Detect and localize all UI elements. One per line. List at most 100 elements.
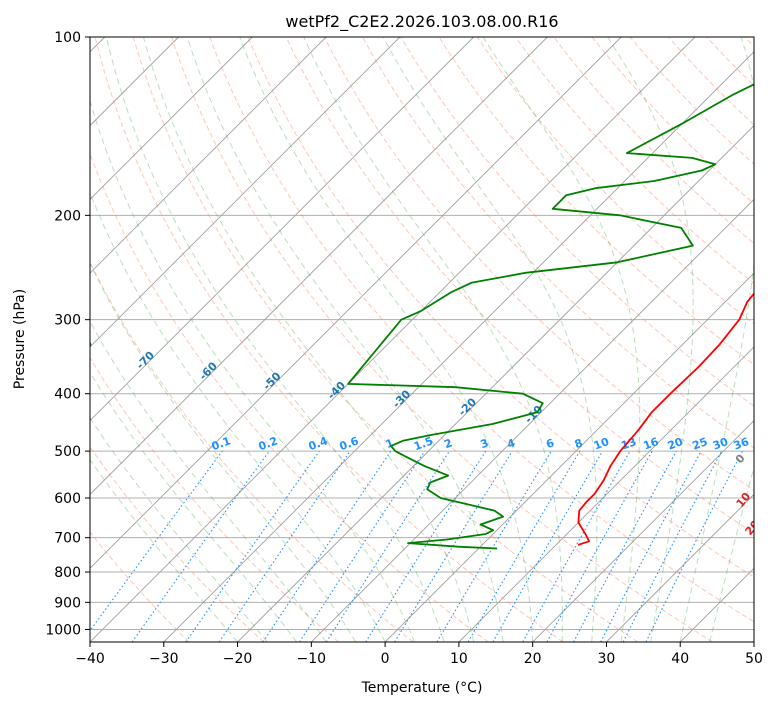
mixing-ratio-line-16 [546, 450, 653, 642]
moist-adiabat-8 [105, 37, 445, 642]
dry-adiabat--10 [90, 356, 339, 642]
y-tick-label: 500 [54, 444, 81, 460]
mixing-ratio-line-36 [645, 450, 743, 642]
x-tick-label: −10 [297, 651, 327, 667]
dry-adiabat-10 [90, 152, 489, 642]
x-tick-label: 0 [381, 651, 390, 667]
mixing-ratio-label: 4 [505, 436, 517, 451]
isotherm-20 [532, 420, 754, 642]
mixing-ratio-label: 13 [619, 435, 638, 452]
isotherm-10 [458, 346, 754, 642]
moist-adiabat-label: 30 [751, 546, 771, 566]
mixing-ratio-label: 8 [573, 436, 585, 451]
mixing-ratio-line-2 [325, 450, 450, 642]
mixing-ratio-line-0.1 [90, 450, 223, 632]
mixing-ratio-label: 20 [666, 435, 685, 453]
dry-adiabat--20 [90, 446, 265, 642]
moist-adiabat-4 [90, 99, 416, 642]
isotherm--20 [237, 124, 754, 642]
y-tick-label: 800 [54, 565, 81, 581]
isotherm-0 [384, 272, 754, 642]
temperature-profile [577, 292, 754, 546]
isotherm--60 [90, 37, 548, 496]
y-tick-label: 600 [54, 491, 81, 507]
mixing-ratio-label: 1 [384, 436, 396, 451]
mixing-ratio-label: 0.4 [307, 434, 330, 453]
moist-adiabat-label: 20 [743, 518, 763, 538]
x-tick-label: −40 [75, 651, 105, 667]
dewpoint-profile [347, 83, 754, 550]
profiles [347, 83, 754, 550]
moist-adiabat-20 [239, 37, 534, 642]
mixing-ratio-label: 0.1 [210, 434, 233, 453]
isotherm-30 [606, 493, 754, 642]
dry-adiabat-0 [90, 260, 414, 642]
moist-adiabat--20 [90, 458, 238, 642]
isotherm--100 [90, 37, 253, 200]
mixing-ratio-label: 10 [592, 435, 611, 453]
isotherm--30 [163, 51, 754, 642]
isotherm--90 [90, 37, 327, 274]
mixing-ratio-line-1.5 [299, 450, 426, 642]
y-tick-label: 700 [54, 531, 81, 547]
x-axis-label: Temperature (°C) [361, 680, 483, 696]
moist-adiabat--8 [90, 320, 327, 642]
dry-adiabat-lines [90, 37, 754, 642]
mixing-ratio-label: 0.2 [257, 434, 280, 453]
moist-adiabat-0 [90, 191, 386, 642]
y-tick-label: 400 [54, 387, 81, 403]
moist-adiabat-12 [142, 37, 475, 642]
mixing-ratio-line-0.2 [131, 450, 270, 642]
moist-adiabat--4 [90, 262, 357, 642]
isotherm--50 [90, 37, 622, 569]
isotherm--40 [90, 37, 696, 642]
y-tick-label: 900 [54, 595, 81, 611]
mixing-ratio-line-20 [573, 450, 677, 642]
y-tick-label: 300 [54, 313, 81, 329]
x-tick-label: 50 [745, 651, 763, 667]
dry-adiabat-30 [132, 37, 639, 642]
mixing-ratio-label: 25 [691, 435, 710, 452]
dry-adiabat-90 [362, 37, 754, 449]
dry-adiabat-70 [285, 37, 754, 534]
x-tick-label: 20 [524, 651, 542, 667]
isotherm--70 [90, 37, 474, 422]
mixing-ratio-label: 16 [642, 435, 661, 453]
chart-title: wetPf2_C2E2.2026.103.08.00.R16 [285, 12, 558, 32]
dry-adiabat-50 [209, 37, 754, 623]
dry-adiabat-label: -80 [72, 337, 95, 360]
mixing-ratio-label: 3 [479, 436, 491, 451]
moist-adiabat-40 [679, 37, 754, 642]
moist-adiabat--16 [90, 416, 268, 642]
moist-adiabat-32 [482, 37, 641, 642]
x-tick-label: 40 [671, 651, 689, 667]
isotherm--10 [311, 198, 754, 642]
dry-adiabat-20 [94, 37, 564, 642]
y-axis-label: Pressure (hPa) [12, 289, 28, 389]
x-tick-label: 10 [450, 651, 468, 667]
isotherm-50 [753, 641, 754, 642]
mixing-ratio-line-1 [262, 450, 392, 642]
mixing-ratio-line-0.4 [185, 450, 320, 642]
mixing-ratio-label: 6 [544, 436, 556, 451]
x-tick-label: 30 [598, 651, 616, 667]
plot-background [90, 37, 754, 642]
moist-adiabat-44 [709, 465, 754, 642]
mixing-ratio-label: 30 [711, 435, 730, 453]
moist-adiabat-label: 40 [771, 578, 775, 598]
moist-adiabat-28 [382, 37, 598, 642]
moist-adiabat-24 [303, 37, 563, 642]
y-tick-label: 100 [54, 30, 81, 46]
mixing-ratio-label: 2 [442, 436, 454, 451]
dry-adiabat-40 [171, 37, 713, 642]
mixing-ratio-lines [90, 450, 743, 642]
dry-adiabat-80 [323, 37, 754, 491]
mixing-ratio-line-0.6 [218, 450, 351, 642]
moist-adiabat-36 [607, 37, 694, 642]
mixing-ratio-line-4 [394, 450, 513, 642]
x-axis-ticks: −40 −30 −20 −10 0 10 20 30 40 50 [75, 642, 763, 667]
moist-adiabat-lines [90, 37, 754, 642]
y-tick-label: 1000 [45, 622, 81, 638]
moist-adiabat--12 [90, 371, 297, 642]
